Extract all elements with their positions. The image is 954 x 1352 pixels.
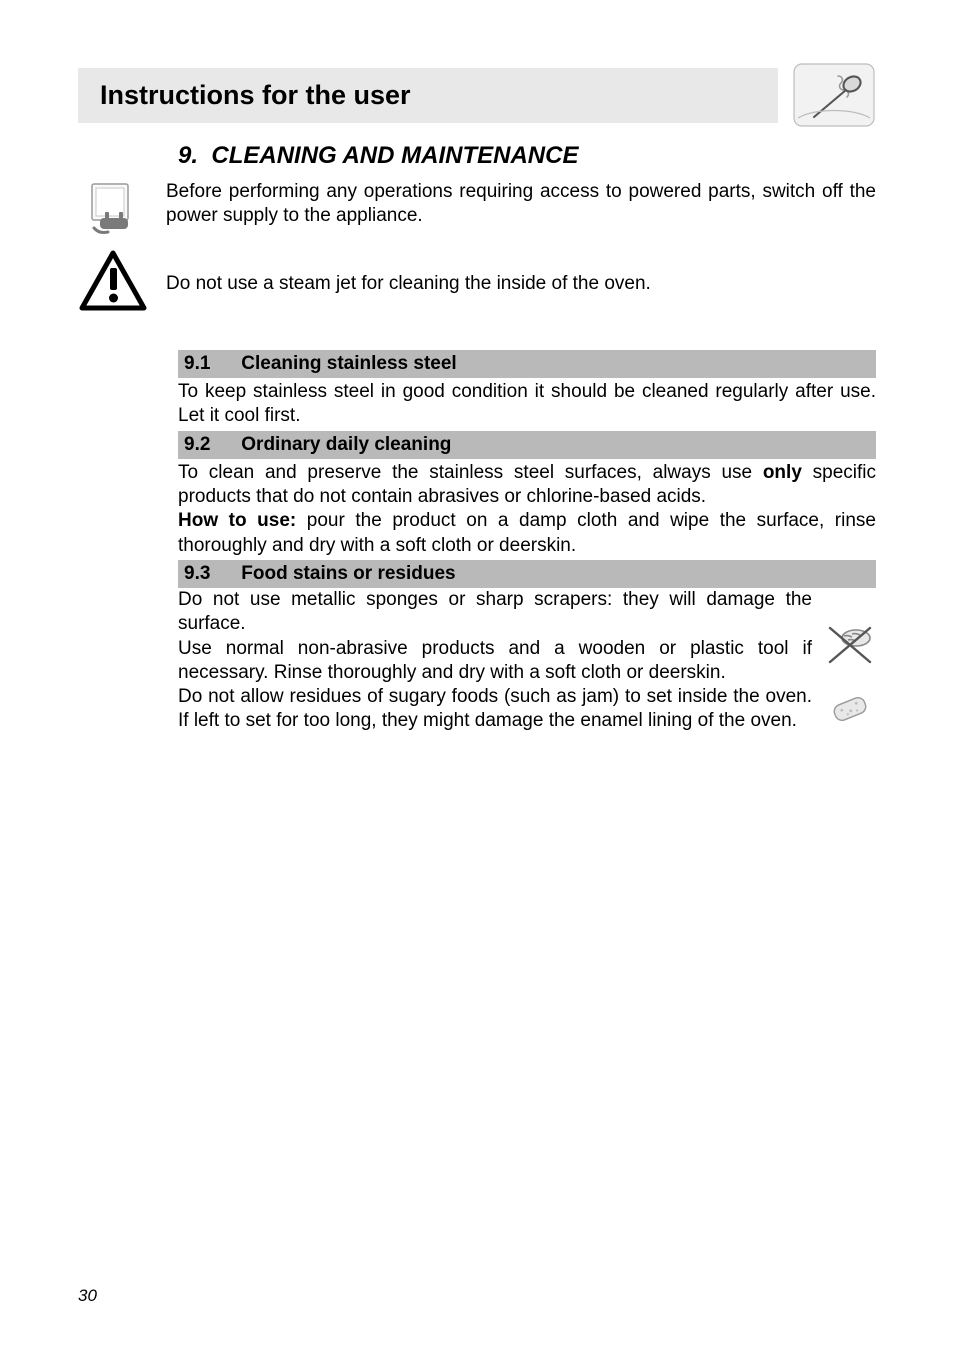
plug-icon (78, 178, 148, 238)
sponge-icon (826, 689, 874, 734)
chapter-number: 9. (178, 142, 198, 169)
section-91-body: To keep stainless steel in good conditio… (178, 378, 876, 431)
header-banner: Instructions for the user (78, 68, 778, 123)
section-93-body: Do not use metallic sponges or sharp scr… (178, 588, 876, 734)
section-heading-93: 9.3 Food stains or residues (178, 560, 876, 588)
section-91-number: 9.1 (184, 353, 236, 375)
section-93-p3: Do not allow residues of sugary foods (s… (178, 686, 812, 731)
section-heading-92: 9.2 Ordinary daily cleaning (178, 431, 876, 459)
warning-triangle-icon (78, 248, 148, 316)
header-row: Instructions for the user (78, 62, 876, 128)
callout-warning: Do not use a steam jet for cleaning the … (78, 248, 876, 318)
section-92-howto-label: How to use: (178, 510, 296, 531)
callout-power: Before performing any operations requiri… (78, 178, 876, 238)
callout-warning-text: Do not use a steam jet for cleaning the … (166, 248, 876, 318)
section-92-only: only (763, 462, 802, 483)
section-92-body: To clean and preserve the stainless stee… (178, 459, 876, 560)
no-scouring-pad-icon (826, 624, 874, 671)
section-93-p1: Do not use metallic sponges or sharp scr… (178, 589, 812, 634)
section-92-title: Ordinary daily cleaning (241, 434, 451, 455)
section-93-title: Food stains or residues (241, 563, 455, 584)
chapter-title-text: CLEANING AND MAINTENANCE (211, 142, 578, 169)
section-heading-91: 9.1 Cleaning stainless steel (178, 350, 876, 378)
section-93-text: Do not use metallic sponges or sharp scr… (178, 588, 812, 734)
spacer (78, 328, 876, 350)
page: Instructions for the user 9. CLEANING AN… (0, 0, 954, 1352)
section-93-icons (824, 588, 876, 734)
chapter-title: 9. CLEANING AND MAINTENANCE (178, 142, 876, 170)
section-93-number: 9.3 (184, 563, 236, 585)
page-number: 30 (78, 1286, 97, 1306)
section-block: 9.1 Cleaning stainless steel To keep sta… (178, 350, 876, 734)
user-spoon-icon (792, 62, 876, 128)
callout-power-text: Before performing any operations requiri… (166, 178, 876, 229)
section-92-number: 9.2 (184, 434, 236, 456)
section-92-body-prefix: To clean and preserve the stainless stee… (178, 462, 763, 483)
section-93-p2: Use normal non-abrasive products and a w… (178, 638, 812, 683)
section-91-title: Cleaning stainless steel (241, 353, 456, 374)
